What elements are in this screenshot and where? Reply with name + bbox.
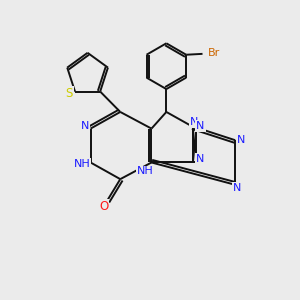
Text: N: N	[232, 183, 241, 193]
Text: N: N	[80, 121, 89, 130]
Text: Br: Br	[208, 48, 220, 58]
Text: N: N	[190, 117, 198, 127]
Text: N: N	[196, 121, 205, 130]
Text: O: O	[99, 200, 109, 213]
Text: N: N	[237, 135, 245, 145]
Text: N: N	[196, 154, 205, 164]
Text: NH: NH	[137, 167, 154, 176]
Text: S: S	[65, 86, 73, 100]
Text: NH: NH	[74, 159, 91, 169]
